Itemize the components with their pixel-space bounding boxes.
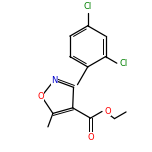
Text: O: O — [87, 133, 94, 142]
Text: N: N — [51, 76, 57, 85]
Text: Cl: Cl — [84, 2, 92, 10]
Text: O: O — [104, 107, 111, 116]
Text: O: O — [37, 92, 44, 101]
Text: Cl: Cl — [120, 59, 128, 68]
